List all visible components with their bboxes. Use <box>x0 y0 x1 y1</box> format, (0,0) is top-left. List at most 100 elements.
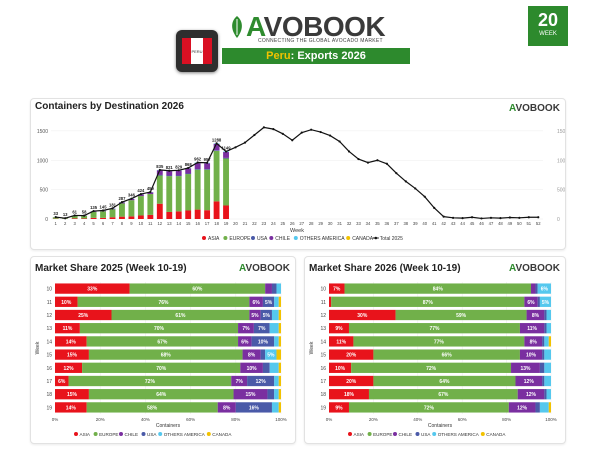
series-total-2025-point <box>291 139 294 142</box>
bar-europe <box>185 174 192 211</box>
bar-usa <box>194 169 201 170</box>
x-tick-label: 37 <box>394 221 399 226</box>
x-tick-label: 21 <box>243 221 248 226</box>
bar-europe <box>86 336 239 347</box>
bar-value-label: 10% <box>61 300 72 306</box>
y-tick-label: 14 <box>320 339 326 345</box>
bar-asia <box>55 389 89 400</box>
y-tick-label: 17 <box>320 379 326 385</box>
bar-value-label: 84% <box>433 287 444 293</box>
bar-total-label: 1149 <box>221 145 231 150</box>
bar-europe <box>373 375 516 387</box>
bar-usa <box>544 323 547 334</box>
bar-chile <box>238 336 252 347</box>
bar-europe <box>88 349 243 360</box>
series-total-2025-point <box>310 128 313 131</box>
x-tick-label: 49 <box>508 221 513 226</box>
bar-value-label: 66% <box>442 353 453 359</box>
y-tick-label: 16 <box>320 366 326 372</box>
series-total-2025-point <box>120 201 124 204</box>
series-total-2025-point <box>206 161 209 164</box>
series-total-2025-point <box>404 180 407 183</box>
y-tick-label: 12 <box>46 313 52 319</box>
bar-europe <box>77 296 250 307</box>
y-tick-label: 15 <box>46 353 52 359</box>
bar-others-america <box>265 349 277 360</box>
bar-value-label: 18% <box>344 392 355 398</box>
series-total-2025-point <box>452 216 455 219</box>
y-tick-label: 0 <box>45 217 48 223</box>
bar-asia <box>55 349 89 360</box>
bar-europe <box>213 150 220 202</box>
bar-chile <box>185 168 192 174</box>
bar-value-label: 12% <box>526 392 537 398</box>
report-country: Peru <box>266 50 291 62</box>
legend-label: CANADA <box>212 432 232 437</box>
bar-asia <box>329 389 369 400</box>
bar-chile <box>231 375 248 387</box>
bar-value-label: 6% <box>253 300 261 306</box>
series-total-2025-point <box>262 126 265 129</box>
legend-swatch <box>432 432 437 436</box>
share-2026-panel: Market Share 2026 (Week 10-19) AVOBOOK 1… <box>304 256 566 444</box>
bar-usa <box>267 389 275 400</box>
series-total-2025-point <box>187 166 190 170</box>
x-tick-label: 32 <box>347 221 352 226</box>
bar-chile <box>519 349 543 360</box>
bar-asia <box>329 309 396 321</box>
bar-chile <box>511 362 540 373</box>
bar-value-label: 5% <box>542 300 550 306</box>
y-tick-label-right: 1000 <box>557 158 565 164</box>
bar-asia <box>55 323 80 334</box>
series-total-2025-point <box>243 141 247 144</box>
week-number: 20 <box>537 10 559 30</box>
bar-value-label: 72% <box>426 366 437 372</box>
bar-value-label: 6% <box>541 287 549 293</box>
bar-usa <box>213 150 220 151</box>
bar-usa <box>251 336 275 347</box>
bar-europe <box>129 283 266 294</box>
bar-asia <box>329 349 374 360</box>
series-total-2025-point <box>111 207 114 210</box>
bar-asia <box>329 336 354 347</box>
legend-label: EUROPE <box>229 236 251 242</box>
logo-letter-a: A <box>246 11 264 42</box>
bar-total-label: 957 <box>204 157 212 162</box>
series-total-2025-point <box>385 162 388 165</box>
series-total-2025-point <box>319 130 322 134</box>
week-label: WEEK <box>539 31 557 37</box>
x-tick-label: 45 <box>470 221 475 226</box>
bar-total-label: 868 <box>185 162 193 167</box>
bar-value-label: 14% <box>66 405 77 411</box>
bar-canada <box>278 375 281 387</box>
y-tick-label: 18 <box>320 392 326 398</box>
bar-others-america <box>539 296 551 307</box>
bar-value-label: 72% <box>145 379 156 385</box>
y-tick-label: 10 <box>320 287 326 293</box>
x-tick-label: 47 <box>489 221 494 226</box>
bar-value-label: 16% <box>249 405 260 411</box>
bar-value-label: 7% <box>242 326 250 332</box>
bar-canada <box>276 349 281 360</box>
bar-europe <box>353 336 525 347</box>
bar-asia <box>185 210 192 219</box>
x-tick-label: 41 <box>432 221 437 226</box>
bar-chile <box>166 171 173 176</box>
series-total-2025-point <box>489 216 493 219</box>
bar-europe <box>348 323 520 334</box>
x-tick-label: 16 <box>195 221 200 226</box>
bar-total-label: 459 <box>147 186 155 191</box>
series-total-2025-point <box>253 133 256 137</box>
bar-chile <box>213 143 220 151</box>
y-tick-label: 17 <box>46 379 52 385</box>
bar-value-label: 5% <box>263 313 271 319</box>
bar-value-label: 6% <box>241 339 249 345</box>
bar-value-label: 30% <box>357 313 368 319</box>
bar-usa <box>247 375 275 387</box>
series-total-2025-point <box>347 150 351 153</box>
bar-total-label: 61 <box>72 209 77 214</box>
series-total-2025-point <box>470 216 474 219</box>
bar-europe <box>156 175 163 204</box>
legend-label: OTHERS AMERICA <box>300 236 345 242</box>
bar-value-label: 60% <box>192 287 203 293</box>
